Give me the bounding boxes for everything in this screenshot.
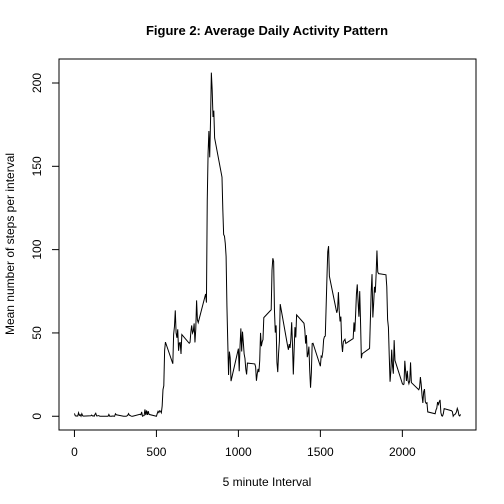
x-tick-label: 2000 bbox=[389, 445, 416, 459]
x-axis-label: 5 minute Interval bbox=[223, 475, 312, 489]
y-tick-label: 0 bbox=[30, 413, 44, 420]
y-axis-label: Mean number of steps per interval bbox=[3, 153, 17, 335]
x-tick-label: 1500 bbox=[307, 445, 334, 459]
x-tick-label: 1000 bbox=[225, 445, 252, 459]
y-tick-label: 150 bbox=[30, 156, 44, 176]
plot-frame bbox=[58, 58, 477, 431]
data-line bbox=[73, 72, 461, 418]
chart-title: Figure 2: Average Daily Activity Pattern bbox=[146, 23, 388, 38]
y-tick-label: 200 bbox=[30, 73, 44, 93]
y-tick-label: 100 bbox=[30, 239, 44, 259]
x-tick-label: 0 bbox=[71, 445, 78, 459]
y-tick-label: 50 bbox=[30, 326, 44, 340]
x-tick-label: 500 bbox=[146, 445, 166, 459]
